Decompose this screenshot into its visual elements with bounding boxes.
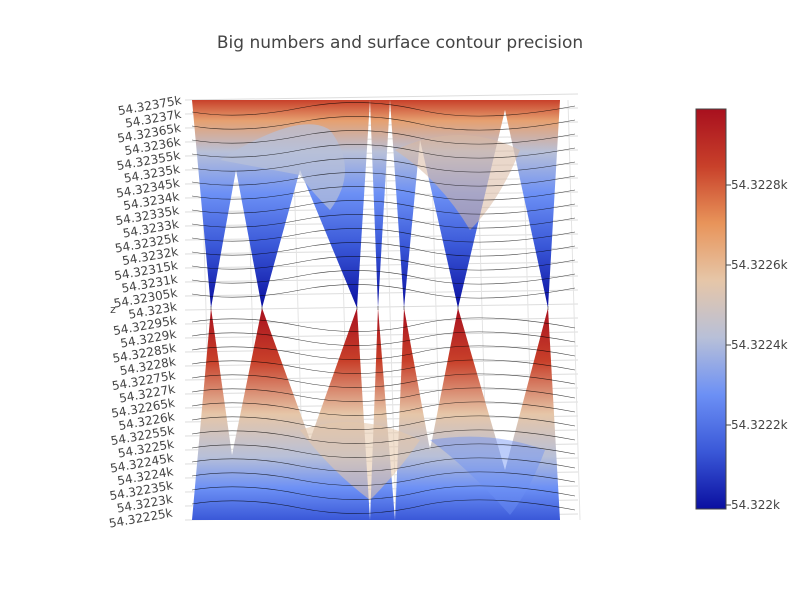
grid-line <box>184 289 579 297</box>
contour-line <box>191 331 576 346</box>
colorbar-tick-label: 54.322k <box>731 498 780 512</box>
colorbar-tick-label: 54.3222k <box>731 418 788 432</box>
contour-line <box>191 172 576 187</box>
grid-line <box>184 303 579 311</box>
contour-line <box>191 270 576 285</box>
contour-line <box>191 359 576 374</box>
contour-line <box>191 317 576 332</box>
contour-line <box>191 116 576 131</box>
colorbar-tick-label: 54.3224k <box>731 338 788 352</box>
contour-line <box>191 429 576 444</box>
surface-fold <box>395 135 520 230</box>
colorbar-tick-label: 54.3228k <box>731 178 788 192</box>
contour-line <box>191 242 576 257</box>
contour-line <box>191 284 576 299</box>
colorbar-bar <box>695 108 727 510</box>
contour-line <box>191 415 576 430</box>
grid-line <box>567 99 581 521</box>
contour-line <box>191 214 576 229</box>
grid-line <box>184 93 579 101</box>
colorbar: 54.3228k 54.3226k 54.3224k 54.3222k 54.322k <box>695 108 788 512</box>
contour-line <box>191 387 576 402</box>
contour-line <box>191 345 576 360</box>
colorbar-tick-label: 54.3226k <box>731 258 788 272</box>
contour-line <box>191 228 576 243</box>
contour-line <box>191 443 576 458</box>
contour-line <box>191 102 576 117</box>
grid-line <box>184 275 579 283</box>
contour-line <box>191 144 576 159</box>
contour-line <box>191 186 576 201</box>
z-axis-title: z <box>110 303 116 316</box>
z-axis: 54.32375k54.3237k54.32365k54.3236k54.323… <box>108 93 183 530</box>
surface-contours <box>191 102 576 514</box>
contour-line <box>191 130 576 145</box>
contour-line <box>191 471 576 486</box>
contour-line <box>191 200 576 215</box>
chart-title: Big numbers and surface contour precisio… <box>216 33 584 53</box>
contour-line <box>191 457 576 472</box>
contour-line <box>191 256 576 271</box>
contour-line <box>191 158 576 173</box>
contour-line <box>191 373 576 388</box>
contour-line <box>191 401 576 416</box>
contour-line <box>191 485 576 500</box>
surface-fold <box>430 436 545 515</box>
contour-line <box>191 499 576 514</box>
